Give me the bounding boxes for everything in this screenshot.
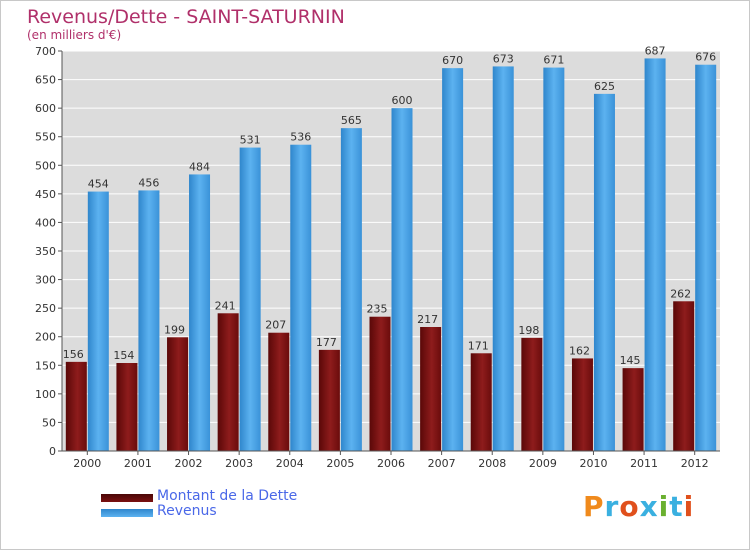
legend-label-dette: Montant de la Dette (157, 488, 298, 504)
data-label-dette: 235 (367, 303, 388, 316)
bar-revenus (442, 68, 464, 452)
data-labels: 156 454 154 456 199 484 241 531 207 536 177 565 235 6… (63, 44, 716, 367)
x-tick-label: 2009 (529, 457, 557, 470)
data-label-revenus: 536 (290, 131, 311, 144)
y-tick-label: 400 (35, 216, 56, 229)
chart-title: Revenus/Dette - SAINT-SATURNIN (27, 6, 345, 28)
bar-dette (65, 361, 87, 451)
bar-dette (167, 337, 189, 451)
data-label-dette: 217 (417, 313, 438, 326)
y-tick-label: 300 (35, 274, 56, 287)
x-tick-label: 2003 (225, 457, 253, 470)
bar-dette (217, 313, 239, 451)
bar-revenus (239, 147, 261, 452)
y-tick-label: 150 (35, 359, 56, 372)
bar-dette (420, 327, 442, 451)
data-label-dette: 207 (265, 319, 286, 332)
data-label-revenus: 673 (493, 52, 514, 65)
logo-letter: x (639, 490, 659, 523)
data-label-dette: 198 (518, 324, 539, 337)
logo-letter: r (604, 490, 620, 523)
y-tick-label: 100 (35, 388, 56, 401)
bar-dette (369, 316, 391, 451)
data-label-revenus: 454 (88, 178, 109, 191)
y-tick-label: 500 (35, 159, 56, 172)
y-tick-label: 450 (35, 188, 56, 201)
data-label-revenus: 565 (341, 114, 362, 127)
bar-revenus (593, 93, 615, 451)
data-label-revenus: 670 (442, 54, 463, 67)
data-label-revenus: 676 (695, 51, 716, 64)
bar-dette (673, 301, 695, 451)
y-tick-label: 700 (35, 45, 56, 58)
x-tick-label: 2004 (276, 457, 304, 470)
x-tick-label: 2011 (630, 457, 658, 470)
bar-revenus (138, 190, 160, 451)
logo-letter: t (669, 490, 684, 523)
bar-dette (470, 353, 492, 451)
bar-revenus (695, 64, 717, 451)
x-tick-label: 2010 (579, 457, 607, 470)
logo-letter: o (619, 490, 640, 523)
bar-dette (571, 358, 593, 451)
bar-dette (318, 349, 340, 451)
y-tick-label: 350 (35, 245, 56, 258)
y-tick-label: 0 (49, 445, 56, 458)
bar-dette (116, 363, 138, 451)
data-label-revenus: 687 (645, 44, 666, 57)
y-tick-label: 250 (35, 302, 56, 315)
bar-dette (268, 332, 290, 451)
logo-letter: i (683, 490, 695, 523)
data-label-revenus: 600 (392, 94, 413, 107)
proxiti-logo: Proxiti (583, 490, 694, 523)
x-tick-label: 2008 (478, 457, 506, 470)
x-tick-label: 2001 (124, 457, 152, 470)
chart-subtitle: (en milliers d'€) (27, 28, 122, 42)
x-tick-label: 2007 (428, 457, 456, 470)
logo-letter: P (583, 490, 605, 523)
bar-dette (521, 337, 543, 451)
y-tick-label: 200 (35, 331, 56, 344)
y-tick-label: 550 (35, 131, 56, 144)
data-label-revenus: 671 (543, 54, 564, 67)
data-label-dette: 156 (63, 348, 84, 361)
bars (65, 58, 717, 452)
x-tick-label: 2002 (175, 457, 203, 470)
axes: 0 50 100 150 200 250 300 350 400 450 500 550 600 650 7… (35, 45, 720, 470)
y-tick-label: 50 (42, 416, 56, 429)
x-tick-label: 2005 (326, 457, 354, 470)
data-label-dette: 241 (215, 299, 236, 312)
bar-revenus (543, 67, 565, 452)
x-tick-label: 2006 (377, 457, 405, 470)
data-label-dette: 177 (316, 336, 337, 349)
data-label-dette: 199 (164, 323, 185, 336)
bar-revenus (644, 58, 666, 452)
data-label-revenus: 484 (189, 160, 210, 173)
y-tick-label: 600 (35, 102, 56, 115)
x-tick-label: 2000 (73, 457, 101, 470)
logo-letter: i (658, 490, 670, 523)
legend-label-revenus: Revenus (157, 503, 217, 519)
x-tick-label: 2012 (681, 457, 709, 470)
bar-revenus (189, 174, 211, 451)
legend-swatch-revenus (101, 509, 153, 517)
data-label-dette: 171 (468, 339, 489, 352)
bar-revenus (290, 144, 312, 451)
data-label-revenus: 531 (240, 134, 261, 147)
data-label-dette: 262 (670, 287, 691, 300)
data-label-dette: 145 (620, 354, 641, 367)
bar-dette (622, 368, 644, 451)
data-label-dette: 162 (569, 344, 590, 357)
data-label-revenus: 625 (594, 80, 615, 93)
bar-revenus (87, 191, 109, 452)
bar-revenus (391, 108, 413, 452)
data-label-revenus: 456 (138, 176, 159, 189)
y-tick-label: 650 (35, 74, 56, 87)
bar-revenus (340, 128, 362, 451)
data-label-dette: 154 (113, 349, 134, 362)
legend-swatch-dette (101, 494, 153, 502)
bar-revenus (492, 66, 514, 451)
